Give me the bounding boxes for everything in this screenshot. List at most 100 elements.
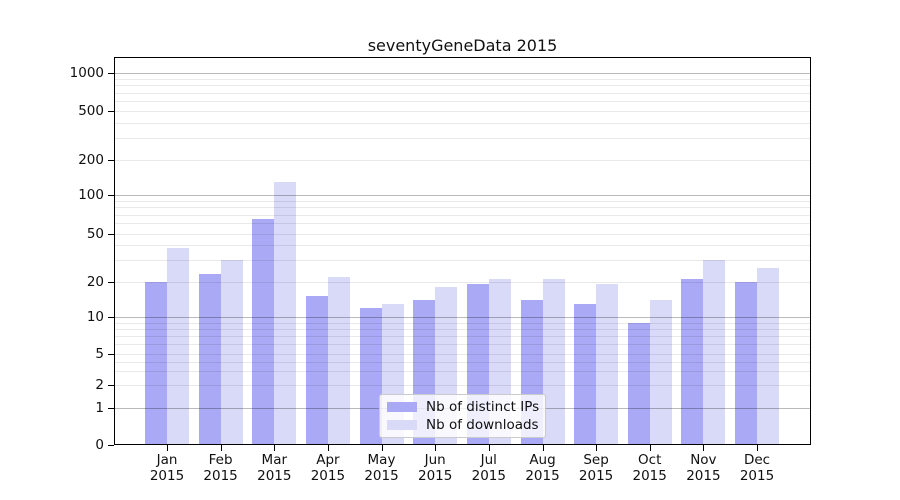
y-tick-label: 10 — [86, 309, 104, 325]
gridline-minor — [114, 260, 811, 262]
bar-downloads — [703, 260, 726, 445]
bar-distinct-ips — [574, 303, 597, 445]
gridline-minor — [114, 328, 811, 330]
bar-downloads — [596, 284, 619, 445]
gridline-minor — [114, 233, 811, 235]
gridline-minor — [114, 385, 811, 386]
x-tick — [596, 445, 598, 451]
legend: Nb of distinct IPs Nb of downloads — [379, 394, 546, 438]
x-tick — [703, 445, 705, 451]
gridline-minor — [114, 207, 811, 209]
x-tick — [649, 445, 651, 451]
gridline-minor — [114, 214, 811, 216]
x-tick-label: Feb 2015 — [203, 452, 238, 484]
y-tick — [108, 317, 114, 318]
y-tick — [108, 233, 114, 235]
y-tick-label: 2 — [95, 377, 104, 393]
y-tick — [108, 445, 114, 446]
bar-downloads — [649, 299, 672, 445]
x-tick-label: Dec 2015 — [739, 452, 775, 484]
gridline-minor — [114, 354, 811, 355]
x-tick-label: Jun 2015 — [418, 452, 453, 484]
x-tick-label: Apr 2015 — [310, 452, 346, 484]
gridline-minor — [114, 223, 811, 225]
gridline-minor — [114, 336, 811, 337]
gridline-minor — [114, 344, 811, 346]
x-tick — [167, 445, 168, 451]
gridline-minor — [114, 160, 811, 161]
y-tick-label: 1000 — [69, 65, 104, 81]
bar-downloads — [327, 276, 350, 445]
gridline-minor — [114, 281, 811, 283]
x-tick-label: Nov 2015 — [686, 452, 721, 484]
y-tick — [108, 195, 114, 196]
y-tick — [108, 354, 114, 355]
legend-label-downloads: Nb of downloads — [426, 417, 539, 433]
x-tick-label: Sep 2015 — [578, 452, 614, 484]
gridline-minor — [114, 138, 811, 140]
gridline-minor — [114, 101, 811, 102]
x-tick-label: Oct 2015 — [632, 452, 667, 484]
gridline-major — [114, 195, 811, 196]
y-tick-label: 5 — [95, 346, 104, 362]
bar-distinct-ips — [359, 307, 382, 445]
x-tick — [435, 445, 437, 451]
y-tick — [108, 111, 114, 112]
x-tick — [381, 445, 383, 451]
bar-downloads — [167, 247, 189, 445]
y-tick-label: 20 — [86, 273, 104, 290]
bar-downloads — [542, 278, 565, 445]
legend-swatch-distinct-ips — [387, 402, 417, 412]
bar-distinct-ips — [198, 274, 221, 445]
x-tick-label: Jan 2015 — [149, 452, 185, 484]
gridline-minor — [114, 322, 811, 324]
bar-downloads — [757, 267, 779, 445]
gridline-minor — [114, 78, 811, 80]
bar-distinct-ips — [681, 278, 704, 445]
gridline-minor — [114, 92, 811, 94]
y-tick — [108, 281, 114, 283]
gridline-major — [114, 317, 811, 318]
y-tick-label: 50 — [86, 225, 104, 242]
x-tick — [542, 445, 544, 451]
gridline-major — [114, 73, 811, 74]
gridline-minor — [114, 361, 811, 363]
gridline-minor — [114, 245, 811, 247]
y-tick — [108, 408, 114, 409]
x-tick — [327, 445, 329, 451]
gridline-minor — [114, 122, 811, 124]
x-tick — [757, 445, 758, 451]
y-tick — [108, 385, 114, 386]
bar-distinct-ips — [252, 218, 275, 445]
x-tick — [220, 445, 222, 451]
y-tick — [108, 160, 114, 161]
legend-row-distinct-ips: Nb of distinct IPs — [387, 399, 539, 415]
y-tick-label: 1 — [95, 400, 104, 416]
gridline-minor — [114, 371, 811, 373]
x-tick — [274, 445, 276, 451]
x-tick-label: Mar 2015 — [257, 452, 292, 484]
gridline-minor — [114, 111, 811, 112]
chart-title: seventyGeneData 2015 — [367, 36, 558, 55]
legend-swatch-downloads — [387, 420, 417, 430]
x-tick-label: May 2015 — [364, 452, 399, 484]
gridline-minor — [114, 200, 811, 202]
legend-row-downloads: Nb of downloads — [387, 417, 539, 433]
x-tick — [488, 445, 490, 451]
legend-label-distinct-ips: Nb of distinct IPs — [426, 399, 540, 415]
x-tick-label: Aug 2015 — [525, 452, 560, 484]
y-tick-label: 100 — [78, 187, 104, 203]
gridline-minor — [114, 85, 811, 87]
y-tick-label: 0 — [95, 437, 104, 453]
bar-distinct-ips — [735, 281, 757, 445]
bar-distinct-ips — [145, 281, 167, 445]
y-tick — [108, 73, 114, 74]
bar-downloads — [220, 260, 243, 445]
x-tick-label: Jul 2015 — [471, 452, 506, 484]
bar-downloads — [274, 181, 297, 445]
bar-distinct-ips — [305, 296, 328, 445]
bar-distinct-ips — [627, 322, 650, 445]
y-tick-label: 500 — [78, 103, 104, 119]
y-tick-label: 200 — [78, 152, 104, 168]
